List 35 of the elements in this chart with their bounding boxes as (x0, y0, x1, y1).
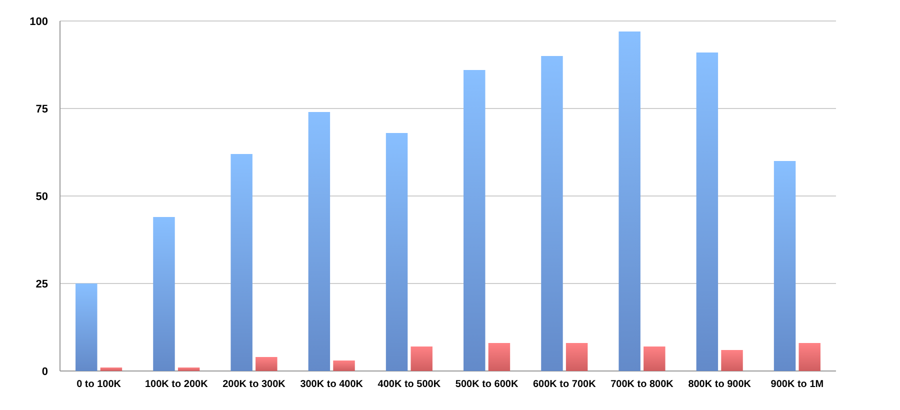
x-tick-label: 500K to 600K (455, 379, 519, 390)
x-tick-label: 300K to 400K (300, 379, 364, 390)
y-tick-label: 25 (36, 278, 48, 290)
bar (410, 346, 432, 371)
x-tick-label: 800K to 900K (688, 379, 752, 390)
bar (644, 346, 666, 371)
bar (76, 284, 98, 371)
y-tick-label: 50 (36, 190, 48, 203)
bar (798, 343, 820, 371)
x-tick-label: 400K to 500K (378, 379, 442, 390)
bar (230, 154, 252, 371)
bar (464, 70, 486, 371)
bar (153, 217, 175, 371)
x-tick-label: 600K to 700K (532, 379, 597, 390)
x-tick-label: 700K to 800K (610, 379, 674, 390)
y-tick-label: 0 (42, 366, 48, 378)
x-tick-label: 200K to 300K (222, 379, 286, 390)
x-tick-label: 0 to 100K (76, 379, 122, 390)
bar (333, 360, 355, 371)
bar (618, 32, 640, 371)
bar (696, 52, 718, 371)
bar (178, 368, 200, 371)
bar (386, 133, 408, 371)
y-tick-label: 75 (36, 103, 48, 116)
bar (541, 56, 563, 371)
bar (100, 368, 122, 371)
bar (774, 161, 796, 371)
x-tick-label: 900K to 1M (770, 379, 824, 390)
bar (566, 343, 588, 371)
bar (308, 112, 330, 371)
y-tick-label: 100 (30, 16, 48, 28)
bar (721, 350, 743, 371)
x-tick-label: 100K to 200K (144, 379, 209, 390)
bar (488, 343, 510, 371)
bar (256, 357, 278, 371)
